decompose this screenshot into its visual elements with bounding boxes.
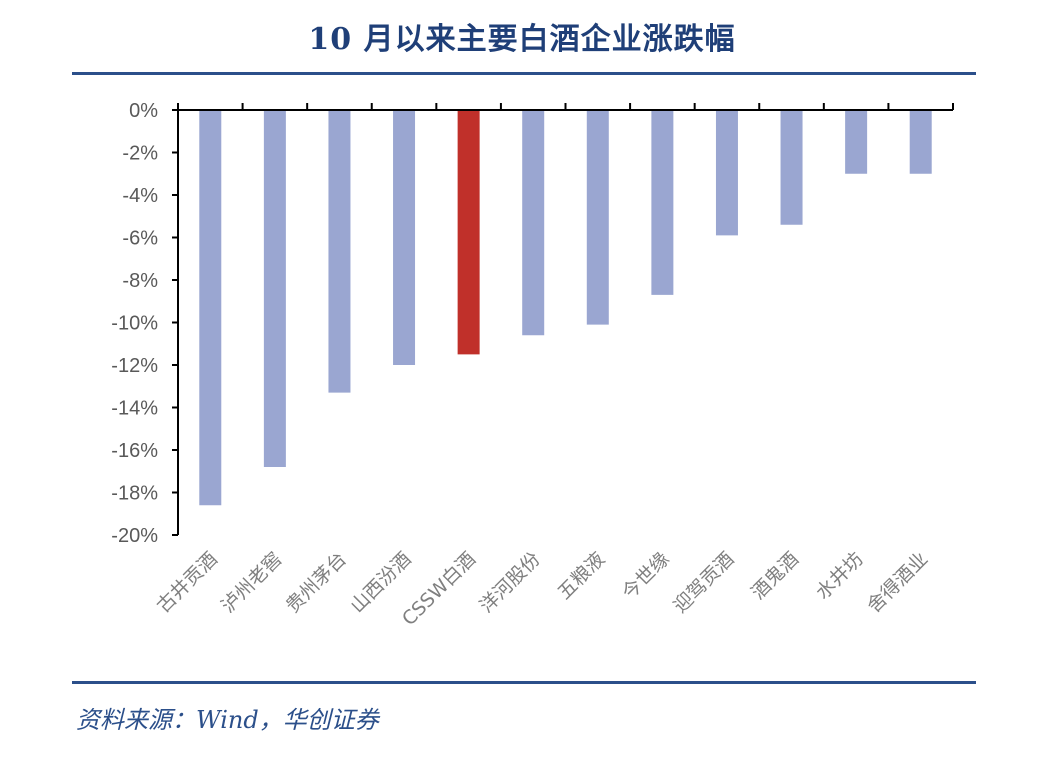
y-tick-label: -4% (122, 185, 158, 207)
x-category-label: 今世缘 (618, 548, 674, 604)
bar-6 (586, 110, 609, 325)
y-tick-label: -16% (111, 440, 158, 462)
x-category-label: 古井贡酒 (153, 548, 222, 617)
y-tick-label: 0% (129, 100, 158, 122)
x-category-labels: 古井贡酒泸州老窖贵州茅台山西汾酒CSSW白酒洋河股份 五粮液 今世缘迎驾贡酒 酒鬼酒水… (153, 548, 933, 630)
bars-group (199, 110, 932, 506)
bar-8 (715, 110, 738, 236)
top-divider (72, 72, 976, 75)
x-category-label: 贵州茅台 (282, 548, 351, 617)
y-tick-label: -12% (111, 355, 158, 377)
y-tick-label: -18% (111, 483, 158, 505)
y-tick-label: -14% (111, 398, 158, 420)
bar-7 (651, 110, 674, 295)
bar-2 (328, 110, 351, 393)
x-category-label: 迎驾贡酒 (669, 548, 738, 617)
bar-0 (199, 110, 222, 506)
y-tick-labels: 0% -2% -4% -6% -8% -10% -12% -14% -16% -18% -20% (111, 100, 158, 547)
source-note: 资料来源：Wind，华创证券 (76, 706, 379, 734)
y-tick-label: -6% (122, 228, 158, 250)
y-tick-label: -2% (122, 143, 158, 165)
y-tick-label: -10% (111, 313, 158, 335)
x-category-label: 五粮液 (553, 548, 609, 604)
axes-group (172, 103, 954, 536)
bottom-divider (72, 681, 976, 684)
x-category-label: 水井坊 (812, 548, 868, 604)
bar-9 (780, 110, 803, 225)
bar-5 (522, 110, 545, 336)
y-tick-label: -20% (111, 525, 158, 547)
bar-3 (393, 110, 416, 365)
chart-title: 10 月以来主要白酒企业涨跌幅 (308, 22, 736, 57)
y-tick-label: -8% (122, 270, 158, 292)
x-category-label: 泸州老窖 (217, 548, 286, 617)
x-category-label: 舍得酒业 (863, 548, 932, 617)
bar-4 (457, 110, 480, 355)
x-category-label: 酒鬼酒 (747, 548, 803, 604)
x-category-label: 洋河股份 (475, 548, 544, 617)
bar-1 (263, 110, 286, 467)
bar-10 (845, 110, 868, 174)
bar-11 (909, 110, 932, 174)
